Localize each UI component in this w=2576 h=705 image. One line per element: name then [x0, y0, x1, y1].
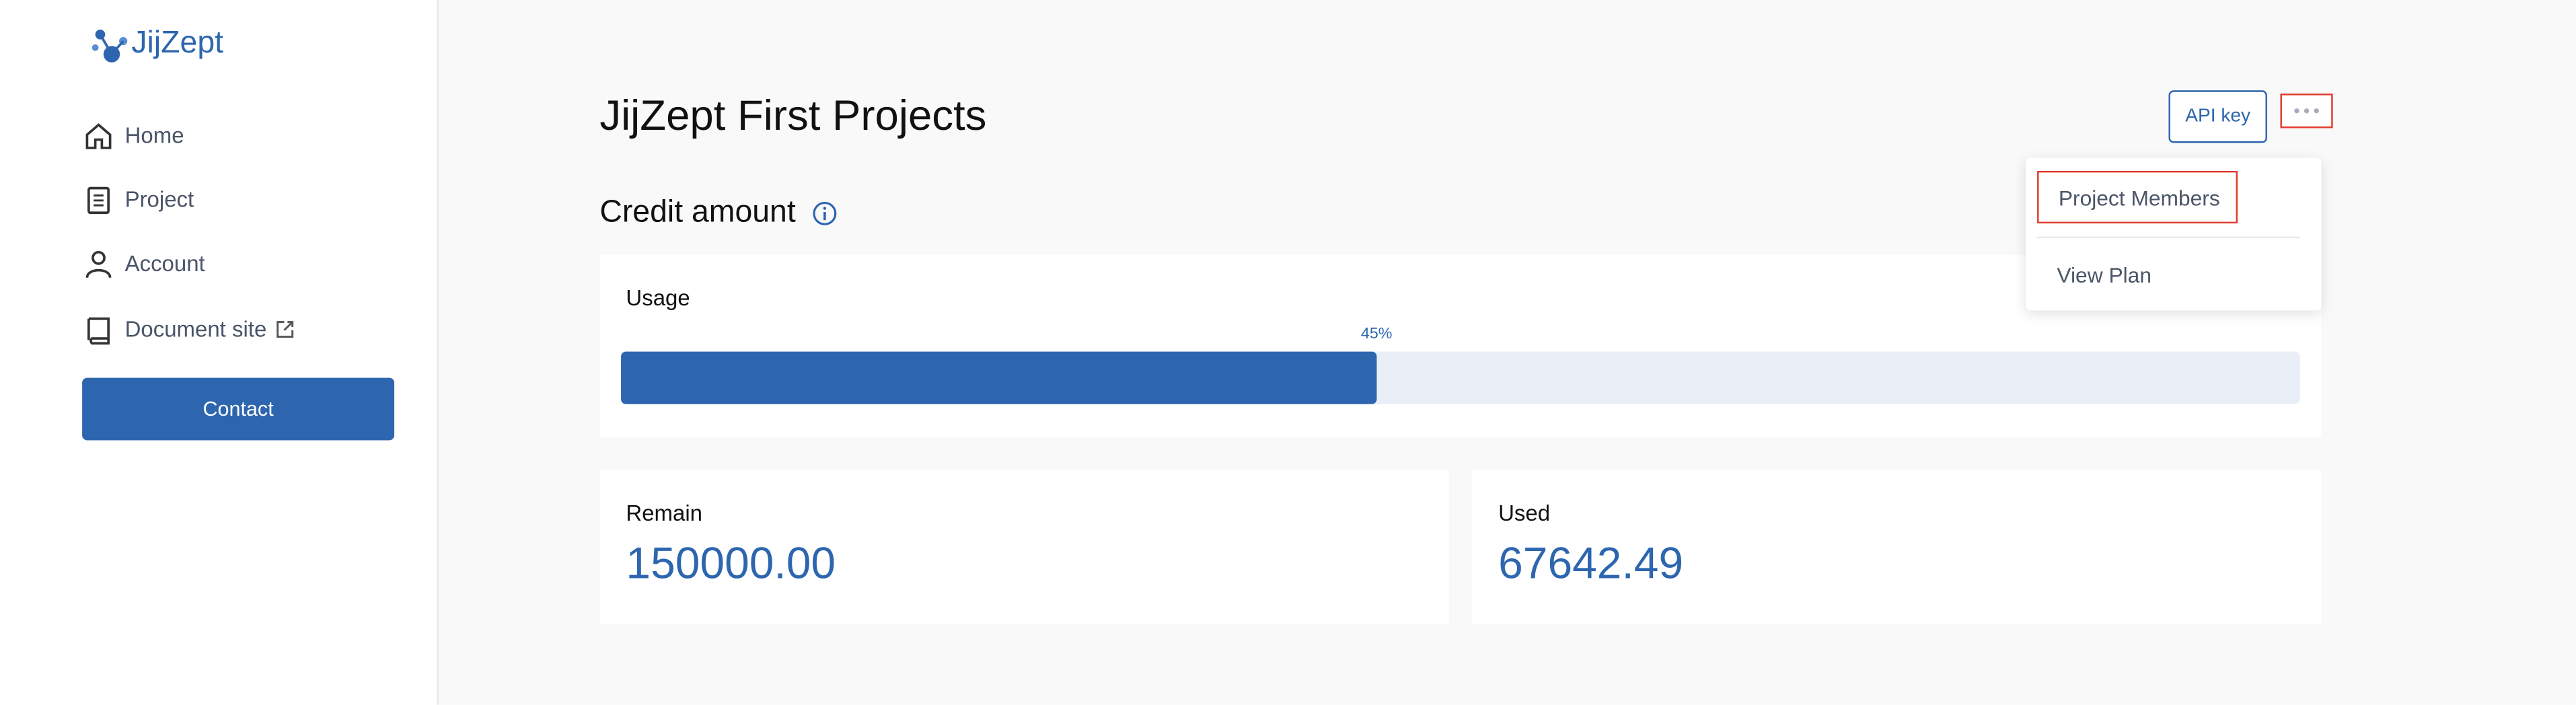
contact-button[interactable]: Contact	[82, 377, 395, 441]
menu-view-plan[interactable]: View Plan	[2057, 262, 2151, 288]
page-title: JijZept First Projects	[599, 90, 987, 140]
sidebar: JijZept Home Project Account Document si…	[0, 0, 439, 705]
logo-text: JijZept	[131, 26, 224, 61]
home-icon	[85, 123, 112, 149]
credit-title: Credit amount	[599, 195, 796, 230]
used-card: Used 67642.49	[1472, 470, 2322, 624]
nav-docs[interactable]: Document site	[124, 317, 267, 342]
menu-project-members[interactable]: Project Members	[2037, 170, 2238, 224]
info-icon[interactable]	[811, 200, 838, 227]
book-icon	[87, 317, 110, 345]
nav-project[interactable]: Project	[124, 187, 194, 213]
usage-label: Usage	[626, 285, 690, 311]
used-value: 67642.49	[1498, 538, 1684, 589]
progress-track: 45%	[621, 326, 2300, 404]
nav-home[interactable]: Home	[124, 123, 184, 148]
dropdown-menu: Project Members View Plan	[2025, 157, 2322, 311]
progress-fill	[621, 351, 1377, 404]
project-icon	[87, 186, 110, 215]
dots-icon	[2294, 108, 2319, 114]
api-key-button[interactable]: API key	[2168, 90, 2267, 143]
used-label: Used	[1498, 500, 1551, 526]
account-icon	[85, 251, 112, 279]
nav-account[interactable]: Account	[124, 251, 205, 276]
progress-label: 45%	[1360, 325, 1393, 344]
remain-label: Remain	[626, 500, 703, 526]
menu-divider	[2037, 236, 2300, 239]
remain-card: Remain 150000.00	[599, 470, 1449, 624]
external-icon	[277, 321, 294, 338]
more-button[interactable]	[2280, 94, 2333, 128]
remain-value: 150000.00	[626, 538, 836, 589]
logo-icon	[91, 29, 128, 63]
